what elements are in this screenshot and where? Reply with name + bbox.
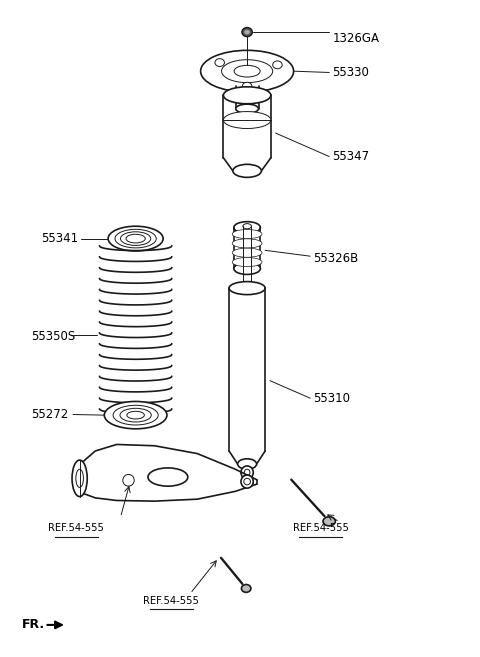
Text: 55341: 55341 — [41, 232, 78, 245]
Ellipse shape — [232, 248, 262, 258]
Ellipse shape — [234, 263, 261, 275]
Ellipse shape — [242, 82, 252, 90]
Ellipse shape — [241, 475, 253, 488]
Ellipse shape — [126, 235, 145, 243]
Text: 55347: 55347 — [333, 150, 370, 163]
Ellipse shape — [222, 60, 273, 83]
Ellipse shape — [244, 469, 250, 476]
Text: 55330: 55330 — [333, 66, 370, 79]
Ellipse shape — [115, 229, 156, 248]
Ellipse shape — [201, 51, 294, 92]
Ellipse shape — [273, 61, 282, 69]
Text: 55326B: 55326B — [313, 252, 359, 265]
Ellipse shape — [76, 469, 84, 487]
Text: 55350S: 55350S — [31, 330, 75, 343]
Text: REF.54-555: REF.54-555 — [143, 596, 199, 606]
Ellipse shape — [241, 466, 253, 479]
Text: REF.54-555: REF.54-555 — [48, 524, 104, 533]
Ellipse shape — [241, 585, 251, 593]
Ellipse shape — [244, 478, 251, 485]
Ellipse shape — [113, 405, 158, 425]
Ellipse shape — [127, 411, 144, 419]
Text: 1326GA: 1326GA — [333, 32, 380, 45]
Ellipse shape — [215, 58, 225, 66]
Text: REF.54-555: REF.54-555 — [293, 524, 348, 533]
Ellipse shape — [120, 408, 151, 422]
Ellipse shape — [232, 238, 262, 248]
Ellipse shape — [232, 258, 262, 267]
Ellipse shape — [104, 401, 167, 429]
Ellipse shape — [223, 112, 271, 129]
Ellipse shape — [72, 460, 87, 497]
Ellipse shape — [243, 223, 252, 229]
Ellipse shape — [234, 65, 260, 77]
Ellipse shape — [323, 517, 336, 526]
Ellipse shape — [236, 104, 259, 113]
Ellipse shape — [242, 28, 252, 37]
Ellipse shape — [232, 229, 262, 238]
Ellipse shape — [234, 221, 261, 233]
Ellipse shape — [229, 282, 265, 294]
Text: FR.: FR. — [22, 618, 45, 631]
Ellipse shape — [120, 232, 151, 246]
Ellipse shape — [223, 87, 271, 104]
Ellipse shape — [148, 468, 188, 486]
Text: 55272: 55272 — [31, 408, 69, 421]
Ellipse shape — [245, 30, 250, 34]
Text: 55310: 55310 — [313, 392, 350, 405]
Ellipse shape — [108, 226, 163, 251]
Ellipse shape — [233, 164, 261, 177]
Ellipse shape — [123, 474, 134, 486]
Ellipse shape — [238, 459, 257, 469]
